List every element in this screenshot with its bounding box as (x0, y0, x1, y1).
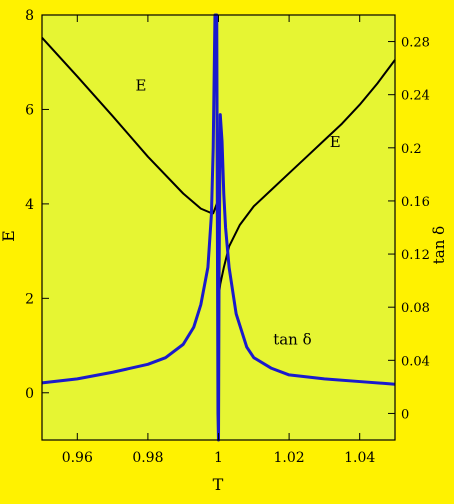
y-left-tick-label: 8 (25, 8, 34, 24)
y-left-tick-label: 4 (25, 197, 34, 213)
y-right-tick-label: 0.16 (401, 195, 430, 210)
y-left-tick-label: 0 (25, 386, 34, 402)
y-right-tick-label: 0 (401, 407, 409, 422)
y-left-tick-label: 2 (25, 291, 34, 307)
series-annotation: E (136, 77, 147, 95)
y-left-tick-label: 6 (25, 102, 34, 118)
x-tick-label: 1.04 (344, 450, 375, 466)
x-tick-label: 1 (214, 450, 223, 466)
series-annotation: tan δ (273, 330, 311, 348)
e-series-line (41, 36, 396, 300)
x-tick-label: 0.98 (132, 450, 163, 466)
x-tick-label: 0.96 (62, 450, 93, 466)
y-axis-left-label: E (0, 230, 18, 242)
y-right-tick-label: 0.28 (401, 36, 430, 51)
y-right-tick-label: 0.2 (401, 142, 422, 157)
y-right-tick-label: 0.12 (401, 248, 430, 263)
y-axis-right-label: tan δ (430, 226, 448, 264)
ticks-layer: 0.96 0.98 1 1.02 1.04 0 2 4 6 8 0 0.04 0.08 0.12 0.16 0… (25, 8, 430, 466)
x-axis-label: T (213, 475, 224, 494)
labels-layer: T E tan δ (0, 226, 448, 494)
series-annotation: E (330, 133, 341, 151)
y-right-tick-label: 0.24 (401, 89, 430, 104)
y-right-tick-label: 0.08 (401, 301, 430, 316)
x-tick-label: 1.02 (274, 450, 305, 466)
y-right-tick-label: 0.04 (401, 354, 430, 369)
